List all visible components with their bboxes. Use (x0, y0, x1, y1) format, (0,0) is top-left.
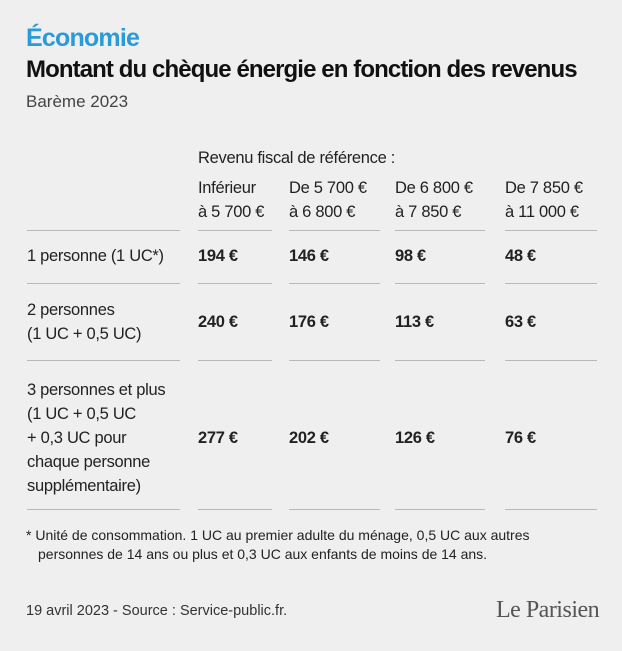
row-divider (395, 230, 485, 231)
amount: 76 € (505, 429, 536, 447)
row-divider (27, 283, 180, 284)
amount: 63 € (505, 313, 536, 331)
row-label: + 0,3 UC pour (27, 429, 127, 447)
column-header: à 7 850 € (395, 203, 462, 221)
row-divider (289, 283, 380, 284)
amount: 146 € (289, 247, 329, 265)
row-divider (289, 509, 380, 510)
row-divider (289, 360, 380, 361)
group-header: Revenu fiscal de référence : (198, 149, 396, 167)
title: Montant du chèque énergie en fonction de… (26, 56, 578, 83)
row-label: supplémentaire) (27, 477, 141, 495)
amount: 240 € (198, 313, 238, 331)
row-divider (27, 230, 180, 231)
column-header: Inférieur (198, 179, 256, 197)
row-divider (198, 283, 272, 284)
row-divider (198, 360, 272, 361)
row-divider (27, 509, 180, 510)
logo: Le Parisien (496, 597, 600, 623)
row-label: 3 personnes et plus (27, 381, 166, 399)
amount: 113 € (395, 313, 434, 331)
column-header: à 6 800 € (289, 203, 356, 221)
row-divider (505, 230, 597, 231)
row-label: (1 UC + 0,5 UC (27, 405, 137, 423)
row-divider (27, 360, 180, 361)
row-divider (505, 360, 597, 361)
row-label: 1 personne (1 UC*) (27, 247, 164, 265)
amount: 126 € (395, 429, 435, 447)
amount: 98 € (395, 247, 426, 265)
row-label: (1 UC + 0,5 UC) (27, 325, 142, 343)
row-divider (198, 509, 272, 510)
column-header: De 5 700 € (289, 179, 367, 197)
amount: 277 € (198, 429, 238, 447)
row-divider (395, 509, 485, 510)
subtitle: Barème 2023 (26, 92, 129, 111)
column-header: De 7 850 € (505, 179, 583, 197)
row-label: 2 personnes (27, 301, 115, 319)
column-header: à 5 700 € (198, 203, 265, 221)
footnote: personnes de 14 ans ou plus et 0,3 UC au… (38, 546, 488, 562)
row-divider (395, 360, 485, 361)
amount: 202 € (289, 429, 329, 447)
column-header: à 11 000 € (505, 203, 579, 221)
amount: 48 € (505, 247, 536, 265)
row-divider (505, 283, 597, 284)
amount: 176 € (289, 313, 329, 331)
source: 19 avril 2023 - Source : Service-public.… (26, 603, 288, 619)
section-label: Économie (26, 24, 140, 52)
column-header: De 6 800 € (395, 179, 473, 197)
row-label: chaque personne (27, 453, 151, 471)
footnote: * Unité de consommation. 1 UC au premier… (26, 527, 530, 543)
row-divider (198, 230, 272, 231)
row-divider (289, 230, 380, 231)
amount: 194 € (198, 247, 238, 265)
row-divider (395, 283, 485, 284)
row-divider (505, 509, 597, 510)
